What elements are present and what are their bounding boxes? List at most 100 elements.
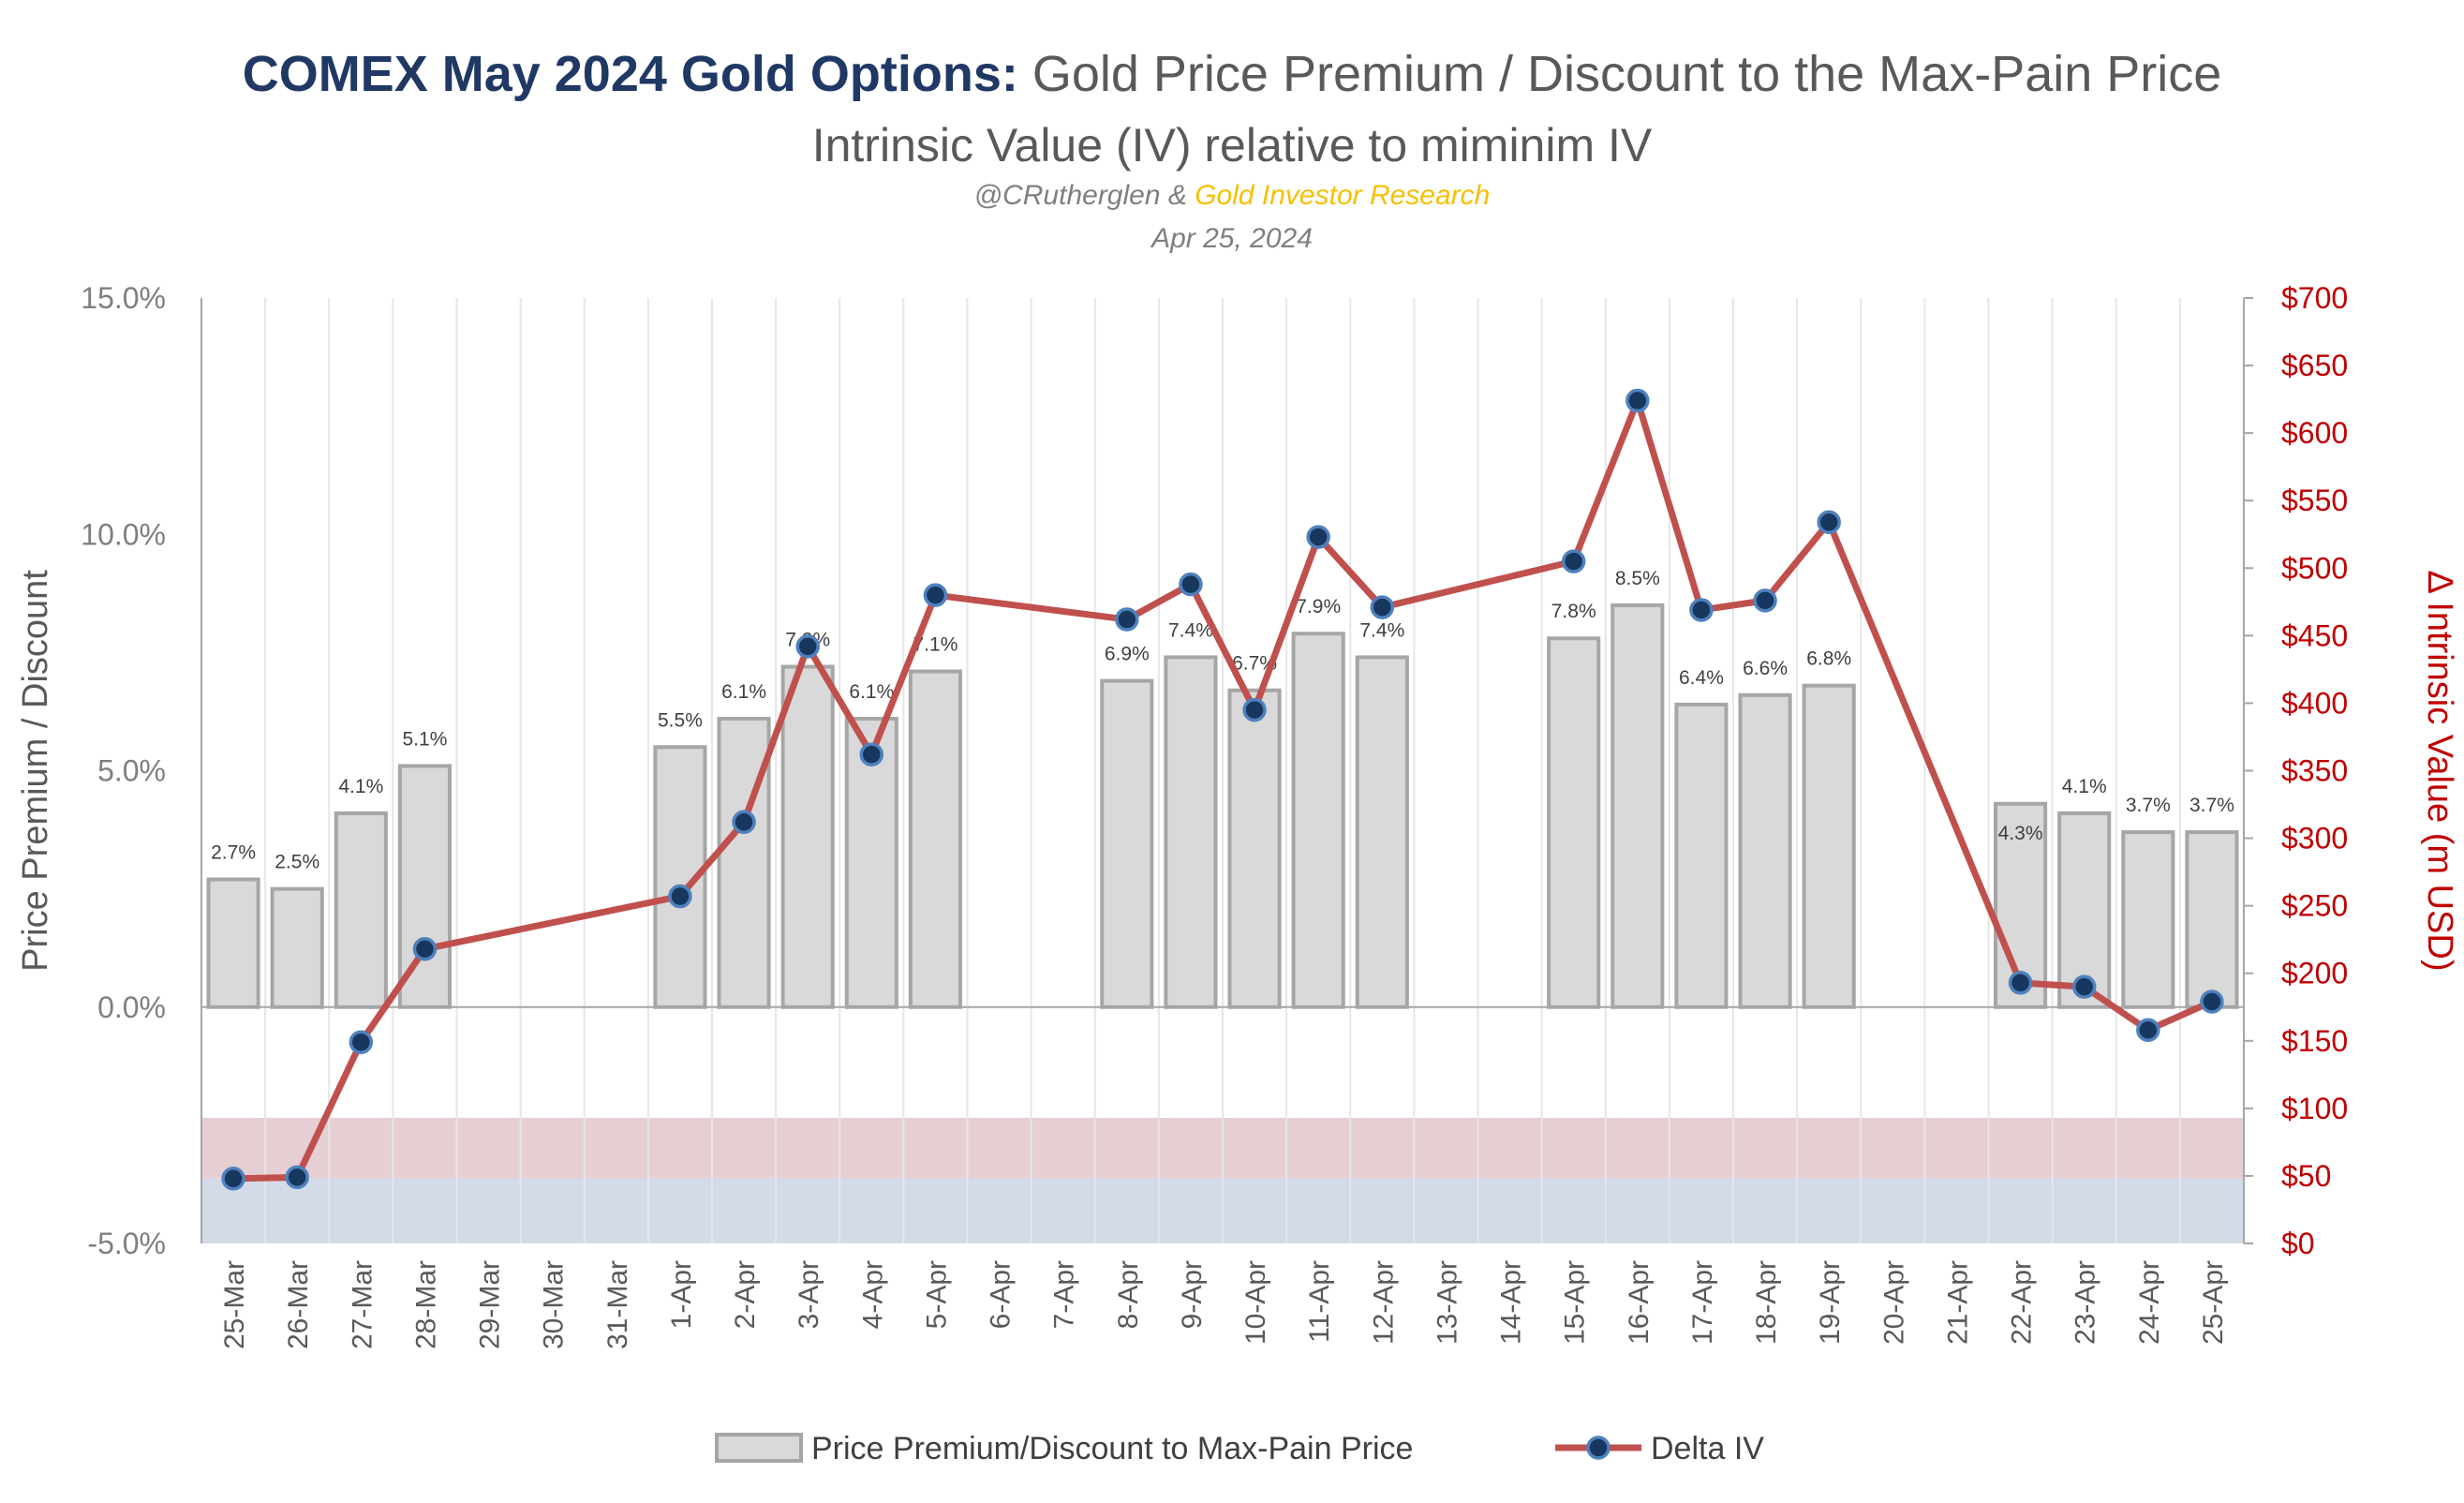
bar-label-9-Apr: 7.4% [1168,619,1213,641]
x-tick-label: 11-Apr [1304,1260,1335,1343]
right-tick-label: $300 [2281,822,2348,856]
bar-label-10-Apr: 6.7% [1232,653,1277,675]
right-tick-label: $700 [2281,281,2348,315]
left-tick-label: 15.0% [81,281,166,315]
right-tick-label: $550 [2281,484,2348,517]
bar-24-Apr [2121,830,2175,1009]
bar-label-25-Apr: 3.7% [2189,795,2234,816]
x-tick-label: 31-Mar [602,1260,633,1349]
point-26-Mar [285,1165,309,1190]
x-tick-label: 25-Mar [219,1260,250,1349]
right-tick-label: $600 [2281,416,2348,450]
bar-label-5-Apr: 7.1% [913,634,958,656]
x-tick-label: 12-Apr [1368,1260,1399,1345]
right-tick-label: $650 [2281,349,2348,382]
point-15-Apr [1561,549,1586,573]
bar-4-Apr [844,717,898,1009]
right-tick-label: $150 [2281,1024,2348,1058]
bar-25-Mar [206,877,260,1009]
left-tick-label: 0.0% [97,990,166,1024]
legend-line-label: Delta IV [1651,1431,1764,1466]
bar-label-26-Mar: 2.5% [275,852,319,873]
point-1-Apr [668,884,692,909]
x-tick-label: 17-Apr [1687,1260,1718,1345]
x-tick-label: 13-Apr [1432,1260,1462,1345]
bar-2-Apr [717,717,771,1009]
axis-titles: Price Premium / Discount Δ Intrinsic Valu… [16,570,2459,972]
x-tick-label: 29-Mar [475,1260,506,1349]
x-tick-label: 20-Apr [1878,1260,1909,1345]
right-tick-label: $200 [2281,957,2348,990]
x-tick-label: 27-Mar [347,1260,378,1349]
right-tick-label: $450 [2281,618,2348,652]
bar-18-Apr [1738,692,1792,1009]
bar-17-Apr [1674,702,1729,1009]
point-10-Apr [1242,697,1267,722]
bar-28-Mar [397,764,453,1009]
bar-26-Mar [270,886,324,1009]
bar-label-23-Apr: 4.1% [2062,776,2107,797]
credit-gold: Gold Investor Research [1195,180,1491,211]
legend: Price Premium/Discount to Max-Pain Price… [715,1431,1764,1466]
vertical-gridlines [200,298,2245,1243]
point-28-Mar [412,937,438,961]
bar-label-2-Apr: 6.1% [721,681,766,703]
x-tick-label: 7-Apr [1049,1260,1080,1329]
bar-10-Apr [1227,688,1282,1009]
legend-line-marker [1586,1436,1611,1460]
point-22-Apr [2008,971,2033,995]
right-tick-label: $0 [2281,1227,2315,1260]
x-tick-label: 25-Apr [2198,1260,2229,1345]
point-23-Apr [2071,975,2097,999]
legend-bar-swatch [715,1433,803,1463]
chart-title: COMEX May 2024 Gold Options: Gold Price … [0,45,2464,103]
point-25-Apr [2200,990,2224,1014]
point-11-Apr [1306,525,1330,549]
bar-label-28-Mar: 5.1% [403,728,448,750]
left-tick-label: 10.0% [81,517,166,551]
point-18-Apr [1753,588,1777,613]
point-5-Apr [923,583,948,607]
x-tick-label: 18-Apr [1751,1260,1782,1345]
bar-25-Apr [2185,830,2239,1009]
point-19-Apr [1817,510,1841,535]
bar-label-24-Apr: 3.7% [2126,795,2171,816]
x-tick-label: 2-Apr [730,1260,761,1329]
legend-bar-label: Price Premium/Discount to Max-Pain Price [811,1431,1413,1466]
point-24-Apr [2136,1018,2160,1043]
bar-label-12-Apr: 7.4% [1359,619,1404,641]
bar-label-1-Apr: 5.5% [658,709,703,731]
bar-8-Apr [1100,678,1154,1009]
bar-label-11-Apr: 7.9% [1296,596,1341,618]
right-tick-label: $100 [2281,1092,2348,1125]
x-tick-label: 6-Apr [986,1260,1017,1329]
chart-credit: @CRutherglen & Gold Investor Research [0,180,2464,212]
chart-title-bold: COMEX May 2024 Gold Options: [242,46,1018,102]
right-tick-label: $50 [2281,1159,2331,1193]
line-series [221,388,2224,1191]
x-tick-label: 19-Apr [1815,1260,1846,1345]
x-tick-label: 23-Apr [2071,1260,2101,1345]
bar-label-8-Apr: 6.9% [1105,644,1150,665]
x-tick-label: 28-Mar [410,1260,441,1349]
bar-23-Apr [2057,811,2112,1009]
point-12-Apr [1370,595,1395,619]
bar-9-Apr [1164,655,1218,1009]
left-tick-label: -5.0% [87,1227,166,1260]
bar-label-17-Apr: 6.4% [1679,667,1724,689]
point-2-Apr [732,810,756,835]
right-tick-label: $350 [2281,754,2348,788]
x-tick-label: 30-Mar [539,1260,570,1349]
point-27-Mar [349,1030,374,1054]
right-tick-label: $250 [2281,889,2348,923]
point-9-Apr [1179,572,1203,597]
bar-label-25-Mar: 2.7% [211,842,256,864]
bar-27-Mar [334,811,388,1009]
bar-label-16-Apr: 8.5% [1615,568,1660,589]
x-tick-label: 8-Apr [1113,1260,1144,1329]
bar-label-22-Apr: 4.3% [1998,823,2043,844]
chart-date: Apr 25, 2024 [1151,223,1313,254]
bar-label-19-Apr: 6.8% [1806,648,1851,670]
bar-label-18-Apr: 6.6% [1743,658,1788,679]
bar-3-Apr [780,664,835,1009]
